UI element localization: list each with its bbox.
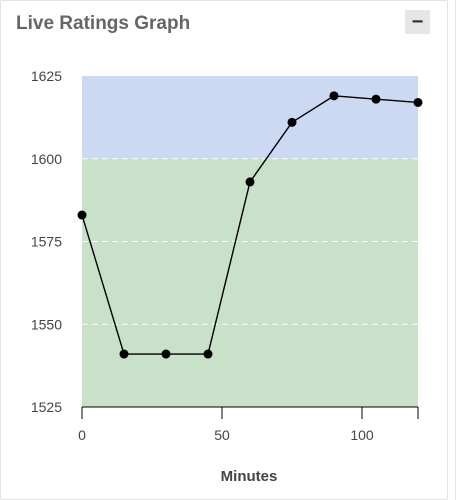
panel-title: Live Ratings Graph xyxy=(16,13,191,34)
chart-axes xyxy=(81,406,419,419)
data-point xyxy=(203,349,213,359)
panel-right-edge xyxy=(455,0,456,500)
data-point xyxy=(413,97,423,107)
y-tick-label: 1600 xyxy=(31,151,62,167)
y-tick-label: 1525 xyxy=(31,399,62,415)
data-point xyxy=(287,117,297,127)
y-tick-label: 1625 xyxy=(31,68,62,84)
band-0 xyxy=(82,158,418,407)
minus-icon: − xyxy=(411,11,424,33)
y-tick-label: 1550 xyxy=(31,316,62,332)
x-axis-title: Minutes xyxy=(221,468,278,485)
y-tick-label: 1575 xyxy=(31,234,62,250)
chart-tick-labels: 1525 1550 1575 1600 1625 0 50 100 xyxy=(31,68,374,443)
data-point xyxy=(371,94,381,104)
data-point xyxy=(245,177,255,187)
chart-gridlines xyxy=(82,158,418,325)
chart-series xyxy=(77,91,423,359)
x-tick-label: 50 xyxy=(214,427,230,443)
band-1 xyxy=(82,76,418,159)
data-point xyxy=(119,349,129,359)
data-point xyxy=(329,91,339,101)
x-tick-label: 100 xyxy=(350,427,374,443)
x-tick-label: 0 xyxy=(78,427,86,443)
data-point xyxy=(161,349,171,359)
chart-bands xyxy=(82,76,418,407)
data-point xyxy=(77,210,87,220)
collapse-button[interactable]: − xyxy=(405,10,430,34)
